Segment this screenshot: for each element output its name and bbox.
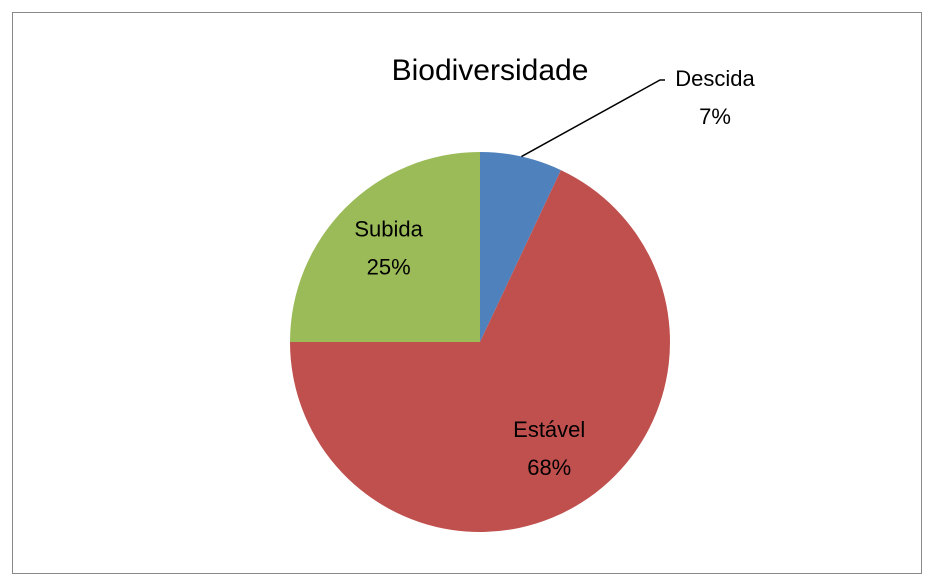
leader-line	[521, 79, 665, 158]
slice-label: Estável	[513, 417, 585, 442]
slice-label: Subida	[354, 216, 423, 241]
slice-value-label: 25%	[367, 254, 411, 279]
pie-slice	[290, 152, 480, 342]
slice-value-label: 68%	[527, 455, 571, 480]
slice-value-label: 7%	[699, 104, 731, 129]
pie-slice	[480, 152, 561, 342]
slice-label: Descida	[675, 66, 755, 91]
chart-title: Biodiversidade	[392, 54, 589, 87]
pie-slice	[290, 170, 671, 532]
